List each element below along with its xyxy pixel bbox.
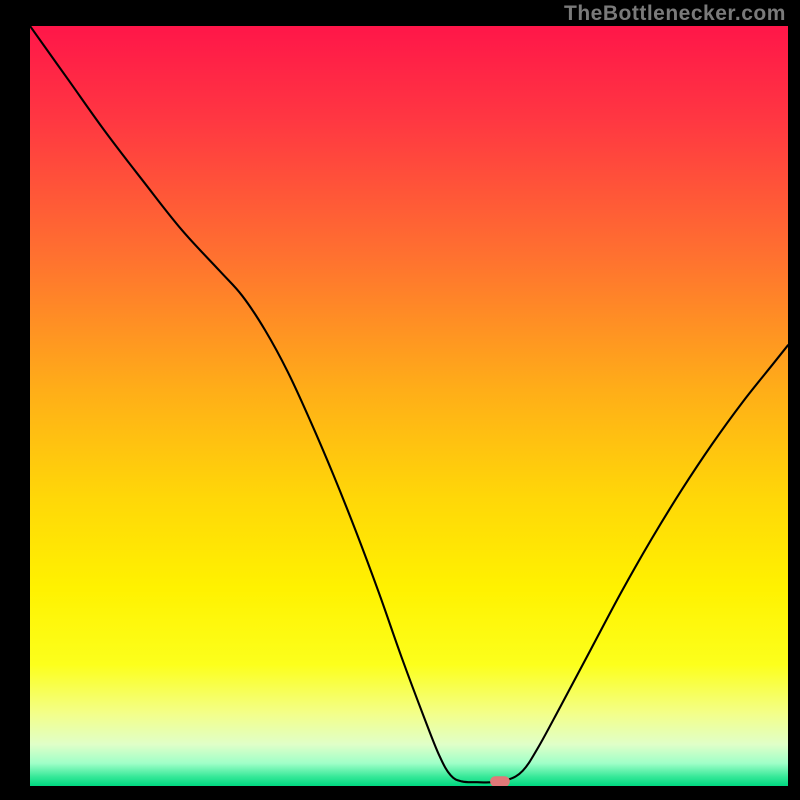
optimal-marker (490, 776, 510, 786)
chart-frame: TheBottlenecker.com (0, 0, 800, 800)
chart-background (30, 26, 788, 786)
watermark-text: TheBottlenecker.com (564, 2, 786, 26)
bottleneck-chart (30, 26, 788, 786)
